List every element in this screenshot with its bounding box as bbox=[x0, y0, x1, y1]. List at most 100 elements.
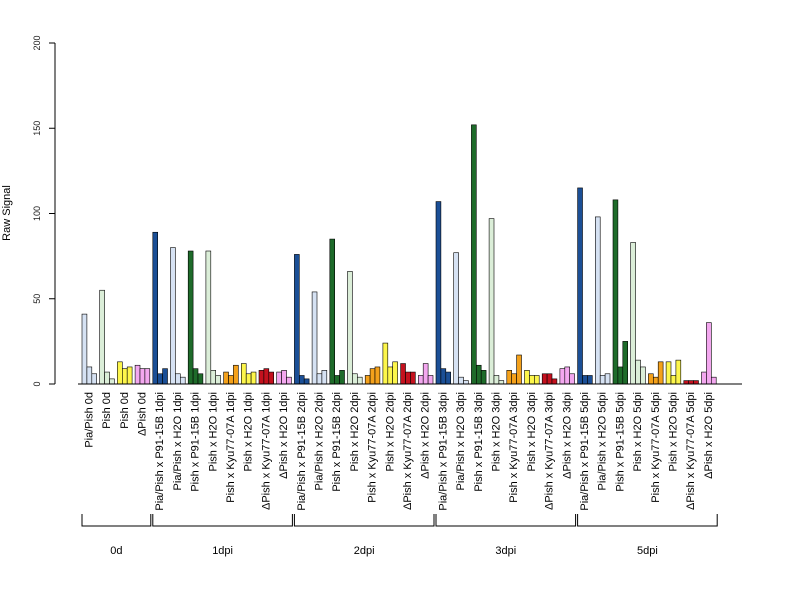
group-label: 2dpi bbox=[354, 545, 375, 557]
bar bbox=[569, 373, 575, 385]
bar bbox=[541, 373, 548, 385]
y-tick-label: 150 bbox=[32, 121, 42, 136]
bar bbox=[410, 371, 416, 385]
bar bbox=[180, 376, 186, 385]
bar bbox=[104, 371, 110, 385]
x-tick-label: ΔPish x H2O 5dpi bbox=[703, 392, 715, 479]
x-tick-label: ΔPish x Kyu77-07A 1dpi bbox=[260, 392, 272, 510]
group-label: 0d bbox=[110, 545, 122, 557]
x-tick-label: Pish x H2O 1dpi bbox=[243, 392, 255, 471]
bar bbox=[648, 373, 654, 385]
bar bbox=[498, 380, 505, 385]
group-bracket bbox=[81, 514, 152, 527]
bar bbox=[701, 371, 707, 385]
x-tick-label: Pish x Kyu77-07A 1dpi bbox=[225, 392, 237, 503]
x-tick-label: Pia/Pish x P91-15B 1dpi bbox=[154, 392, 166, 511]
group-bracket bbox=[293, 514, 435, 527]
bar bbox=[228, 375, 234, 385]
x-tick-label: ΔPish x H2O 2dpi bbox=[420, 392, 432, 479]
bar bbox=[599, 375, 606, 385]
bar bbox=[480, 370, 487, 385]
bar bbox=[382, 342, 389, 385]
bar bbox=[144, 368, 151, 385]
bar bbox=[675, 359, 682, 385]
x-tick-label: ΔPish x H2O 3dpi bbox=[561, 392, 573, 479]
bar bbox=[546, 373, 553, 385]
bar bbox=[281, 370, 287, 385]
y-tick-label: 50 bbox=[32, 294, 42, 304]
bar bbox=[294, 254, 300, 385]
bar bbox=[440, 368, 447, 385]
bar bbox=[356, 376, 363, 385]
bar bbox=[286, 376, 292, 385]
bar bbox=[427, 375, 434, 385]
bar bbox=[347, 271, 353, 385]
bar bbox=[316, 373, 323, 385]
bars bbox=[81, 124, 717, 385]
y-tick-label: 200 bbox=[32, 35, 42, 50]
bar bbox=[321, 370, 328, 385]
x-tick-label: Pia/Pish x P91-15B 3dpi bbox=[437, 392, 449, 511]
y-axis-title: Raw Signal bbox=[1, 185, 13, 241]
bar bbox=[453, 252, 459, 385]
bar bbox=[352, 373, 358, 385]
bar bbox=[640, 366, 646, 385]
x-tick-label: ΔPish x H2O 1dpi bbox=[278, 392, 290, 479]
y-tick-label: 100 bbox=[32, 206, 42, 221]
bar bbox=[387, 366, 393, 385]
x-tick-label: Pish x Kyu77-07A 5dpi bbox=[650, 392, 662, 503]
bar bbox=[559, 368, 566, 385]
x-tick-label: ΔPish 0d bbox=[136, 392, 148, 436]
bar bbox=[263, 368, 270, 385]
bar bbox=[622, 341, 628, 385]
x-tick-labels: Pia/Pish 0d Pish 0d Pish 0d ΔPish 0d Pia/Pis… bbox=[83, 392, 715, 511]
x-tick-label: Pia/Pish x H2O 3dpi bbox=[455, 392, 467, 490]
bar bbox=[334, 375, 340, 385]
bar bbox=[422, 363, 429, 385]
bar bbox=[488, 218, 495, 385]
bar bbox=[81, 313, 88, 385]
bar bbox=[635, 359, 641, 385]
x-tick-label: Pish x Kyu77-07A 2dpi bbox=[367, 392, 379, 503]
bar bbox=[205, 250, 212, 385]
x-tick-label: Pish x P91-15B 1dpi bbox=[190, 392, 202, 492]
bar bbox=[91, 373, 98, 385]
bar bbox=[587, 375, 593, 385]
bar bbox=[374, 366, 381, 385]
bar bbox=[706, 322, 712, 385]
bar bbox=[683, 380, 689, 385]
bar bbox=[339, 370, 345, 385]
bar bbox=[400, 363, 406, 385]
group-bracket bbox=[577, 514, 718, 527]
x-tick-label: Pish x H2O 2dpi bbox=[349, 392, 361, 471]
bar bbox=[215, 375, 221, 385]
group-brackets: 0d 1dpi 2dpi 3dpi 5dpi bbox=[81, 514, 718, 557]
x-tick-label: Pish x P91-15B 3dpi bbox=[473, 392, 485, 492]
bar bbox=[197, 373, 204, 385]
bar bbox=[652, 376, 659, 385]
x-tick-label: Pia/Pish x H2O 1dpi bbox=[172, 392, 184, 490]
x-tick-label: ΔPish x Kyu77-07A 2dpi bbox=[402, 392, 414, 510]
bar bbox=[617, 366, 624, 385]
x-tick-label: Pish x Kyu77-07A 3dpi bbox=[508, 392, 520, 503]
bar bbox=[268, 371, 274, 385]
bar bbox=[245, 373, 252, 385]
x-tick-label: Pish x P91-15B 5dpi bbox=[614, 392, 626, 492]
bar bbox=[170, 247, 176, 385]
bar bbox=[157, 373, 163, 385]
bar bbox=[192, 368, 199, 385]
x-tick-label: Pia/Pish x H2O 2dpi bbox=[313, 392, 325, 490]
bar bbox=[710, 376, 717, 385]
bar bbox=[693, 380, 699, 385]
bar bbox=[311, 291, 318, 385]
bar bbox=[564, 366, 570, 385]
bar bbox=[463, 380, 469, 385]
bar bbox=[162, 368, 168, 385]
x-tick-label: Pia/Pish x H2O 5dpi bbox=[597, 392, 609, 490]
bar bbox=[612, 199, 619, 385]
x-tick-label: Pish 0d bbox=[101, 392, 113, 429]
bar bbox=[122, 368, 128, 385]
x-tick-label: Pia/Pish x P91-15B 5dpi bbox=[579, 392, 591, 511]
y-axis: 0 50 100 150 200 bbox=[32, 35, 56, 387]
